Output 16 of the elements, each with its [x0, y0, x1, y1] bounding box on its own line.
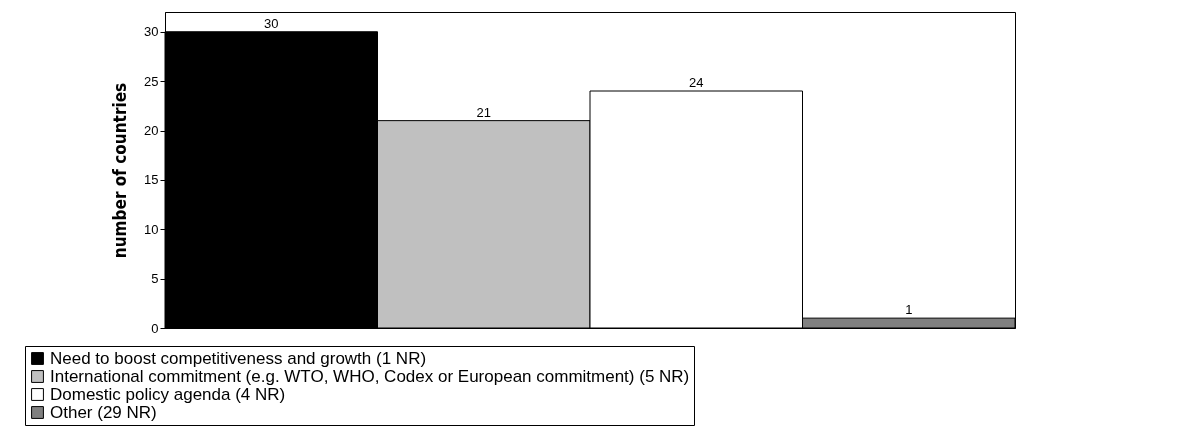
y-tick-label: 0: [151, 320, 159, 336]
y-tick-label: 25: [144, 73, 159, 89]
legend-label: Other (29 NR): [50, 402, 157, 422]
data-label: 21: [476, 104, 491, 120]
legend-label: International commitment (e.g. WTO, WHO, Codex or European commitment) (5 NR): [50, 366, 690, 386]
data-label: 30: [264, 15, 279, 31]
data-label: 24: [689, 75, 704, 90]
data-label: 1: [905, 302, 913, 318]
y-axis-title: number of countries: [110, 82, 131, 259]
legend-label: Need to boost competitiveness and growth (1 NR): [50, 348, 427, 368]
y-tick-label: 10: [144, 221, 159, 237]
y-tick-label: 15: [144, 172, 159, 188]
y-tick-label: 5: [151, 271, 159, 287]
legend-label: Domestic policy agenda (4 NR): [50, 384, 286, 404]
y-tick-label: 20: [144, 123, 159, 138]
y-tick-label: 30: [144, 24, 159, 40]
